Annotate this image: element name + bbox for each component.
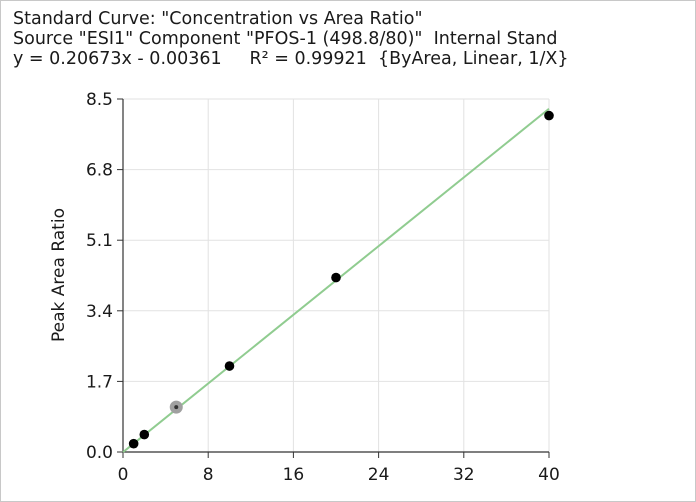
data-point	[544, 110, 554, 121]
data-point	[224, 361, 235, 371]
chart-header: Standard Curve: "Concentration vs Area R…	[13, 9, 569, 69]
chart-title: Standard Curve: "Concentration vs Area R…	[13, 9, 423, 29]
y-tick-label: 0.0	[86, 443, 113, 463]
data-point	[331, 272, 341, 283]
x-tick-label: 16	[283, 465, 305, 485]
y-tick-label: 6.8	[86, 161, 113, 181]
y-axis-label: Peak Area Ratio	[49, 208, 69, 342]
x-tick-label: 0	[118, 465, 129, 485]
x-tick-label: 40	[538, 465, 560, 485]
y-tick-label: 1.7	[86, 372, 113, 392]
data-points	[128, 110, 554, 449]
x-tick-label: 8	[203, 465, 214, 485]
regression-equation: y = 0.20673x - 0.00361 R² = 0.99921 {ByA…	[13, 49, 569, 69]
axes	[117, 98, 550, 458]
data-point	[139, 429, 150, 440]
chart-source-line: Source "ESI1" Component "PFOS-1 (498.8/8…	[13, 29, 558, 49]
x-tick-label: 32	[453, 465, 475, 485]
y-tick-label: 3.4	[86, 302, 113, 322]
y-tick-label: 8.5	[86, 90, 113, 110]
excluded-point-center	[174, 405, 179, 410]
data-point	[128, 438, 139, 449]
x-tick-label: 24	[368, 465, 390, 485]
tick-labels: 0 8 16 24 32 40 0.0 1.7 3.4 5.1 6.8 8.5	[86, 90, 560, 485]
y-tick-label: 5.1	[86, 231, 113, 251]
